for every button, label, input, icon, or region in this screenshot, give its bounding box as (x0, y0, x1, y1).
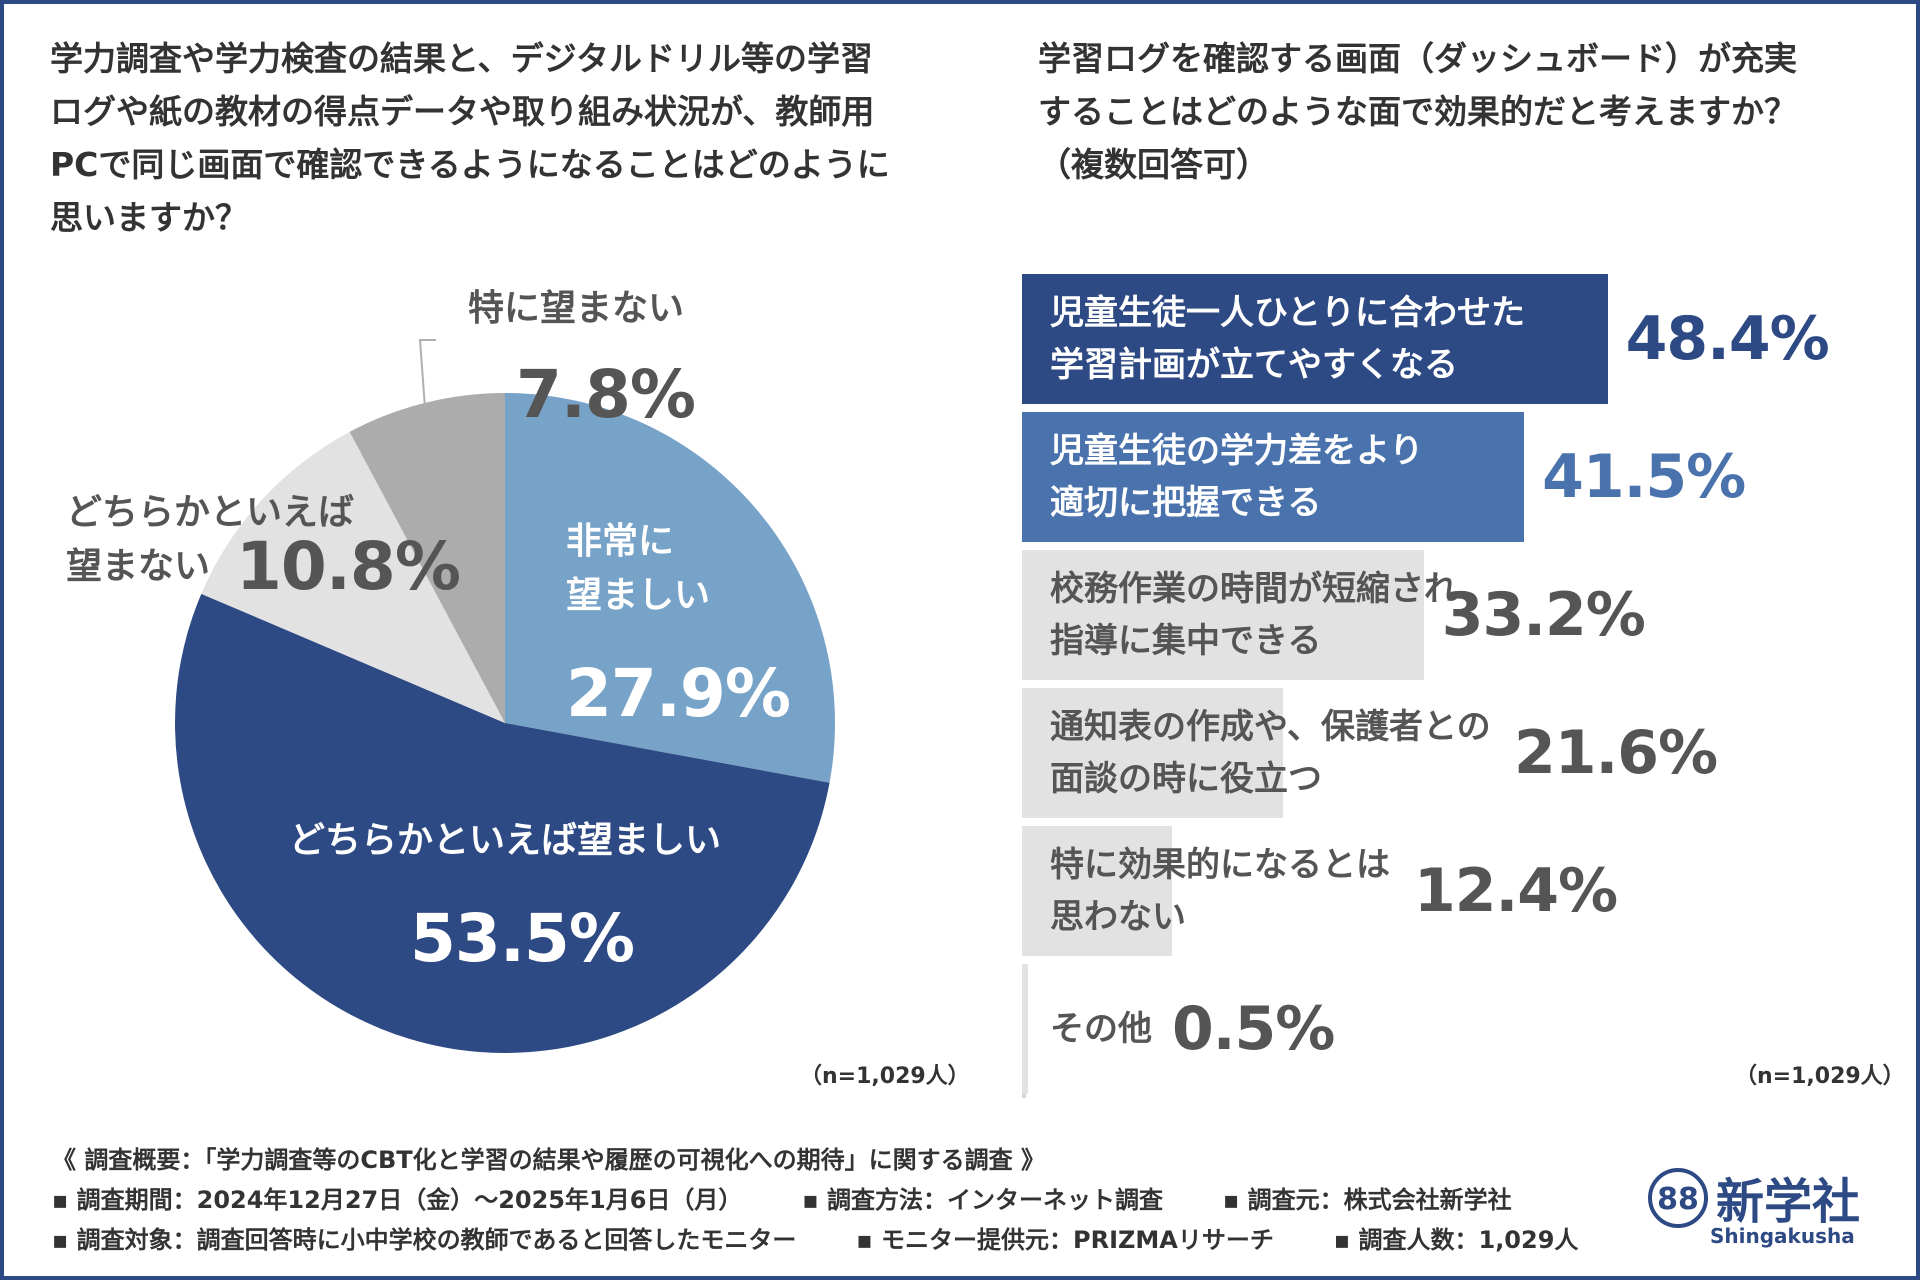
left-sample-size-note: （n=1,029人） (800, 1064, 970, 1089)
bar-chart: 児童生徒一人ひとりに合わせた 学習計画が立てやすくなる 48.4% 児童生徒の学力差… (1022, 274, 1902, 1094)
survey-method: ▪ 調査方法：インターネット調査 (802, 1186, 1164, 1214)
logo-mark-text: 88 (1657, 1182, 1699, 1217)
bar-category-label: 校務作業の時間が短縮され 指導に集中できる (1050, 569, 1458, 661)
survey-provider: ▪ モニター提供元：PRIZMAリサーチ (856, 1226, 1274, 1254)
logo-name: 新学社 (1716, 1174, 1861, 1230)
bar (1022, 826, 1173, 956)
bar-row: 児童生徒の学力差をより 適切に把握できる 41.5% (1022, 412, 1902, 542)
bar-row: 特に効果的になるとは 思わない 12.4% (1022, 826, 1902, 956)
bar-value-label: 0.5% (1172, 994, 1335, 1064)
bar-category-label: 児童生徒の学力差をより 適切に把握できる (1050, 431, 1424, 523)
bar (1022, 550, 1424, 680)
pie-slice-value: 27.9% (566, 655, 791, 732)
pie-chart (174, 339, 836, 1054)
shingakusha-logo: 88 新学社 Shingakusha (1648, 1162, 1888, 1252)
bar-value-label: 33.2% (1441, 580, 1646, 650)
bar-category-label: 特に効果的になるとは 思わない (1050, 845, 1390, 937)
pie-slice-value: 53.5% (410, 900, 635, 977)
logo-subtitle: Shingakusha (1710, 1224, 1855, 1248)
bar-value-label: 21.6% (1514, 718, 1718, 788)
bar-row: 通知表の作成や、保護者との 面談の時に役立つ 21.6% (1022, 688, 1902, 818)
pie-slice-value: 10.8% (236, 528, 461, 605)
pie-slice (174, 593, 830, 1054)
pie-slice-name: 特に望まない (468, 288, 685, 329)
pie-slice-name: どちらかといえば望ましい (288, 820, 721, 861)
bar-value-label: 12.4% (1414, 856, 1618, 926)
bar-row: 児童生徒一人ひとりに合わせた 学習計画が立てやすくなる 48.4% (1022, 274, 1902, 404)
logo-mark-icon: 88 (1648, 1168, 1708, 1228)
bar (1022, 412, 1525, 542)
pie-slice (349, 393, 505, 723)
pie-slice-value: 7.8% (516, 356, 696, 433)
survey-source: ▪ 調査元：株式会社新学社 (1223, 1186, 1512, 1214)
survey-count: ▪ 調査人数：1,029人 (1333, 1226, 1579, 1254)
bar-row: その他 0.5% (1022, 964, 1902, 1094)
pie-slice-label: どちらかといえば 望まない 10.8% (66, 467, 461, 632)
right-sample-size-note: （n=1,029人） (1735, 1064, 1905, 1089)
bar-category-label: 児童生徒一人ひとりに合わせた 学習計画が立てやすくなる (1050, 293, 1525, 385)
bar-value-label: 41.5% (1542, 442, 1746, 512)
survey-overview-title: 《 調査概要：「学力調査等のCBT化と学習の結果や履歴の可視化への期待」に関する… (52, 1146, 1045, 1174)
pie-slice (201, 431, 505, 723)
pie-slice-name: 非常に 望ましい (566, 521, 711, 616)
pie-slice-label: どちらかといえば望ましい 53.5% (255, 795, 755, 996)
pie-slice-label: 非常に 望ましい 27.9% (566, 496, 791, 751)
right-question-title: 学習ログを確認する画面（ダッシュボード）が充実 することはどのような面で効果的だ… (1038, 39, 1797, 184)
pie-slice-label: 特に望まない 7.8% (468, 263, 696, 452)
pie-slice (505, 393, 836, 783)
bar (1022, 964, 1028, 1094)
pie-slice-name: どちらかといえば 望まない (66, 492, 355, 587)
survey-period: ▪ 調査期間：2024年12月27日（金）～2025年1月6日（月） (52, 1186, 743, 1214)
survey-target: ▪ 調査対象：調査回答時に小中学校の教師であると回答したモニター (52, 1226, 797, 1254)
left-question-title: 学力調査や学力検査の結果と、デジタルドリル等の学習 ログや紙の教材の得点データや… (50, 39, 890, 237)
bar-category-label: 通知表の作成や、保護者との 面談の時に役立つ (1050, 707, 1491, 799)
bar (1022, 274, 1608, 404)
pie-leader-line (418, 339, 436, 409)
bar-category-label: その他 (1050, 1009, 1152, 1049)
survey-footer: 《 調査概要：「学力調査等のCBT化と学習の結果や履歴の可視化への期待」に関する… (52, 1140, 1612, 1260)
bar-value-label: 48.4% (1625, 304, 1830, 374)
bar (1022, 688, 1284, 818)
bar-row: 校務作業の時間が短縮され 指導に集中できる 33.2% (1022, 550, 1902, 680)
